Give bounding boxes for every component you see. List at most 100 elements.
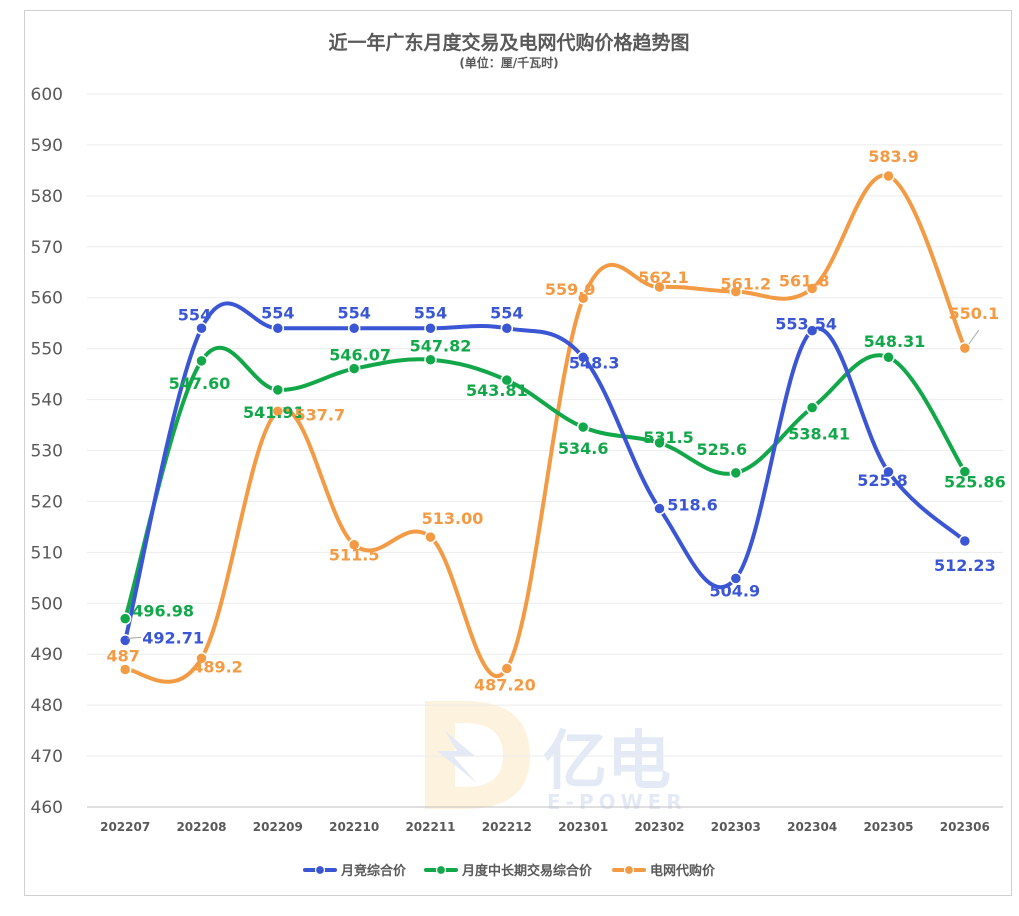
series-layer bbox=[118, 169, 972, 684]
chart-subtitle: (单位：厘/千瓦时) bbox=[459, 55, 558, 70]
data-point bbox=[729, 466, 743, 480]
data-label: 513.00 bbox=[422, 509, 484, 528]
legend-label: 月度中长期交易综合价 bbox=[461, 863, 593, 879]
data-label: 531.5 bbox=[643, 428, 694, 447]
chart-title: 近一年广东月度交易及电网代购价格趋势图 bbox=[328, 31, 689, 54]
x-tick-label: 202210 bbox=[329, 820, 379, 834]
y-tick-label: 470 bbox=[31, 747, 63, 767]
y-tick-label: 560 bbox=[31, 289, 63, 309]
data-label: 487 bbox=[106, 646, 139, 665]
legend-swatch-marker bbox=[435, 864, 447, 876]
x-tick-label: 202209 bbox=[253, 820, 303, 834]
data-point bbox=[729, 572, 743, 585]
x-tick-label: 202301 bbox=[558, 820, 608, 834]
data-point bbox=[500, 662, 514, 675]
data-label: 538.41 bbox=[788, 425, 850, 444]
data-label: 559.9 bbox=[545, 280, 596, 299]
x-tick-label: 202303 bbox=[711, 820, 761, 834]
data-point bbox=[729, 285, 743, 298]
x-tick-label: 202305 bbox=[863, 820, 913, 834]
data-point bbox=[500, 322, 514, 335]
data-label: 525.8 bbox=[857, 471, 908, 490]
data-point bbox=[195, 322, 208, 335]
y-tick-label: 510 bbox=[31, 543, 63, 563]
y-tick-label: 500 bbox=[31, 594, 63, 614]
legend-swatch-marker bbox=[623, 864, 635, 876]
y-tick-label: 490 bbox=[31, 645, 63, 665]
y-tick-label: 480 bbox=[31, 696, 63, 716]
data-point bbox=[118, 663, 132, 676]
x-tick-label: 202302 bbox=[634, 820, 684, 834]
data-label: 525.86 bbox=[944, 473, 1006, 492]
data-label-layer: 492.71 554 554 554 554 554 548.3 518.6 504.9 553.… bbox=[106, 147, 1005, 694]
data-label: 554 bbox=[337, 303, 370, 322]
data-point bbox=[805, 401, 819, 414]
data-label: 492.71 bbox=[142, 628, 204, 647]
data-point bbox=[958, 341, 972, 355]
data-point bbox=[958, 534, 972, 548]
y-axis: 460 470 480 490 500 510 520 530 540 550 560 570 580 5… bbox=[31, 85, 63, 818]
data-point bbox=[882, 350, 895, 364]
data-label: 583.9 bbox=[868, 147, 919, 166]
y-tick-label: 550 bbox=[31, 340, 63, 360]
label-leader-line bbox=[968, 329, 980, 345]
data-point bbox=[424, 353, 437, 366]
data-point bbox=[271, 322, 285, 335]
data-point bbox=[271, 405, 285, 418]
data-point bbox=[882, 465, 895, 479]
data-label: 548.31 bbox=[864, 332, 926, 351]
data-label: 548.3 bbox=[569, 353, 620, 372]
y-tick-label: 540 bbox=[31, 391, 63, 411]
data-label: 554 bbox=[414, 303, 447, 322]
x-tick-label: 202304 bbox=[787, 820, 837, 834]
y-tick-label: 520 bbox=[31, 492, 63, 512]
data-point bbox=[424, 322, 437, 335]
data-point bbox=[118, 634, 132, 647]
data-point bbox=[271, 383, 285, 397]
series-line bbox=[123, 345, 967, 621]
data-point bbox=[958, 465, 972, 478]
data-point bbox=[653, 280, 666, 294]
y-tick-label: 570 bbox=[31, 238, 63, 258]
data-label: 543.81 bbox=[466, 381, 528, 400]
data-point bbox=[195, 354, 208, 368]
data-point bbox=[653, 436, 666, 450]
data-label: 489.2 bbox=[192, 657, 243, 676]
legend-label: 月竞综合价 bbox=[340, 863, 407, 879]
data-point bbox=[576, 420, 590, 434]
data-label: 512.23 bbox=[934, 556, 996, 575]
legend-label: 电网代购价 bbox=[650, 863, 716, 879]
data-label: 553.54 bbox=[775, 315, 837, 334]
legend: 月竞综合价 月度中长期交易综合价 电网代购价 bbox=[303, 863, 716, 879]
data-label: 504.9 bbox=[710, 581, 761, 600]
data-label: 487.20 bbox=[474, 675, 536, 694]
watermark-brand: 亿电 bbox=[543, 725, 671, 799]
data-point bbox=[347, 538, 361, 551]
label-leader-line bbox=[127, 636, 142, 639]
y-tick-label: 590 bbox=[31, 136, 63, 156]
data-label: 550.1 bbox=[949, 304, 1000, 323]
data-label: 534.6 bbox=[558, 439, 609, 458]
data-label: 554 bbox=[178, 305, 211, 324]
data-point bbox=[118, 612, 132, 625]
x-tick-label: 202208 bbox=[176, 820, 226, 834]
gridlines bbox=[87, 93, 1003, 808]
data-point bbox=[805, 324, 819, 337]
x-tick-label: 202212 bbox=[482, 820, 532, 834]
data-label: 525.6 bbox=[697, 440, 748, 459]
y-tick-label: 460 bbox=[31, 798, 63, 818]
data-label: 547.82 bbox=[410, 337, 472, 356]
data-label: 561.2 bbox=[721, 275, 772, 294]
data-point bbox=[882, 169, 895, 183]
data-label: 561.8 bbox=[779, 272, 830, 291]
x-tick-label: 202211 bbox=[405, 820, 455, 834]
data-point bbox=[347, 362, 361, 375]
data-label: 537.7 bbox=[295, 405, 346, 424]
data-point bbox=[576, 291, 590, 305]
data-label: 562.1 bbox=[638, 268, 689, 287]
data-point bbox=[500, 373, 514, 387]
data-point bbox=[424, 530, 437, 544]
data-label: 547.60 bbox=[169, 374, 231, 393]
line-chart: 亿电 E-POWER 460 470 480 490 500 510 520 530 540 55… bbox=[31, 31, 1006, 879]
y-tick-label: 600 bbox=[31, 85, 63, 105]
